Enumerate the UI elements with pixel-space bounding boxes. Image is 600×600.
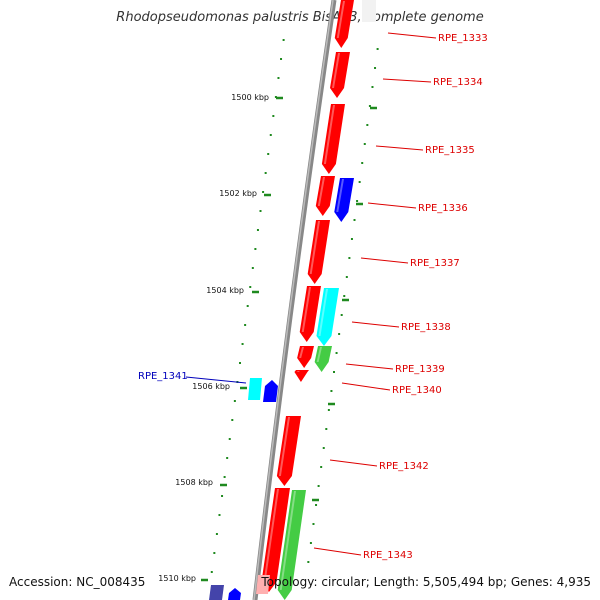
- gene-arrow-green: [314, 346, 332, 372]
- map-title: Rhodopseudomonas palustris BisA53, compl…: [116, 10, 484, 25]
- scale-label: 1500 kbp: [231, 93, 269, 102]
- gene-label: RPE_1341: [138, 371, 188, 382]
- gene-arrow-rpe-1336: [315, 176, 335, 216]
- leader-line: [382, 78, 432, 83]
- gene-arrow-blue: [334, 178, 354, 222]
- leader-line: [341, 382, 391, 391]
- gene-label: RPE_1342: [379, 461, 429, 472]
- leader-line: [375, 145, 424, 151]
- gene-arrow-rpe-1341: [248, 378, 278, 402]
- gene-label: RPE_1343: [363, 550, 413, 561]
- gene-label: RPE_1333: [438, 33, 488, 44]
- leader-line: [185, 376, 247, 384]
- scale-labels: 1500 kbp 1502 kbp 1504 kbp 1506 kbp 1508 kbp…: [158, 93, 269, 583]
- gene-label: RPE_1336: [418, 203, 468, 214]
- topology-text: Topology: circular; Length: 5,505,494 bp…: [261, 575, 591, 589]
- gene-arrow-rpe-1335: [321, 104, 345, 174]
- gene-label: RPE_1340: [392, 385, 442, 396]
- gene-arrow-partial: [362, 0, 376, 22]
- accession-text: Accession: NC_008435: [9, 575, 146, 589]
- leader-line: [329, 459, 378, 467]
- gene-arrow-green-large: [277, 490, 306, 600]
- leader-line: [313, 547, 362, 556]
- gene-arrow-rpe-1333: [334, 0, 354, 48]
- genome-backbone-highlight: [253, 0, 334, 600]
- gene-arrow-rpe-1338: [299, 286, 321, 342]
- gene-label: RPE_1339: [395, 364, 445, 375]
- scale-label: 1508 kbp: [175, 478, 213, 487]
- gene-label: RPE_1335: [425, 145, 475, 156]
- leader-line: [345, 363, 394, 370]
- gene-arrow-navy: [209, 585, 224, 600]
- scale-label: 1504 kbp: [206, 286, 244, 295]
- gene-arrow-rpe-1339: [297, 346, 314, 368]
- scale-label: 1510 kbp: [158, 574, 196, 583]
- gene-arrow-rpe-1334: [330, 52, 350, 98]
- scale-label: 1502 kbp: [219, 189, 257, 198]
- gene-label: RPE_1337: [410, 258, 460, 269]
- genome-backbone: [252, 0, 337, 600]
- gene-arrow-rpe-1343: [261, 488, 290, 592]
- scale-label: 1506 kbp: [192, 382, 230, 391]
- gene-features: [209, 0, 376, 600]
- leader-line: [367, 202, 417, 209]
- gene-label: RPE_1338: [401, 322, 451, 333]
- gene-label: RPE_1334: [433, 77, 483, 88]
- gene-arrow-pink: [256, 575, 270, 594]
- gene-arrow-rpe-1342: [276, 416, 301, 486]
- leader-line: [387, 32, 437, 39]
- gene-arrow-cyan: [316, 288, 339, 346]
- gene-labels: RPE_1333 RPE_1334 RPE_1335 RPE_1336 RPE_1337…: [138, 33, 488, 561]
- label-leaders: [185, 32, 437, 556]
- leader-line: [360, 257, 409, 264]
- gene-arrow-blue-bottom: [228, 588, 241, 600]
- gene-arrow-rpe-1337: [307, 220, 330, 284]
- gene-arrow-rpe-1340: [294, 370, 309, 382]
- leader-line: [351, 321, 400, 328]
